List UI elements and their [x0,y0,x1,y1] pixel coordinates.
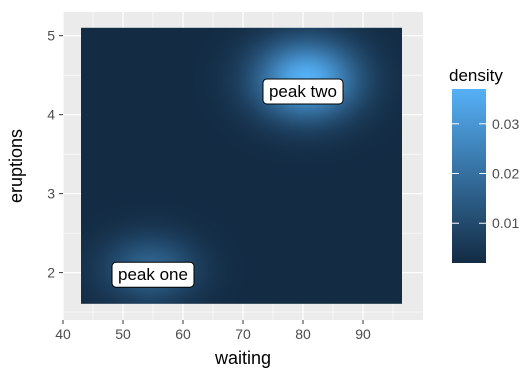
x-tick-label: 60 [175,326,191,342]
x-axis-title: waiting [214,348,271,368]
annotation-text: peak one [118,265,188,284]
y-tick-label: 4 [47,107,55,123]
annotation-box [262,78,344,105]
x-tick-label: 70 [235,326,251,342]
legend-tick-label: 0.03 [492,116,519,132]
annotation-label: peak one [111,261,195,288]
annotations: peak one peak two [111,78,344,288]
x-tick-label: 80 [295,326,311,342]
legend: density 0.01 0.02 0.03 [449,66,519,263]
legend-title: density [449,66,503,85]
legend-tick-label: 0.01 [492,215,519,231]
x-tick-label: 40 [55,326,71,342]
density-raster [81,27,402,304]
y-tick-label: 5 [47,28,55,44]
y-axis-title: eruptions [6,129,26,203]
annotation-box [111,261,195,288]
x-tick-label: 50 [115,326,131,342]
legend-colorbar [452,89,486,263]
legend-tick-label: 0.02 [492,166,519,182]
y-tick-label: 3 [47,186,55,202]
y-tick-label: 2 [47,265,55,281]
x-axis: 40 50 60 70 80 90 [55,320,371,342]
annotation-text: peak two [269,82,337,101]
x-tick-label: 90 [355,326,371,342]
y-axis: 2 3 4 5 [47,28,63,281]
annotation-label: peak two [262,78,344,105]
